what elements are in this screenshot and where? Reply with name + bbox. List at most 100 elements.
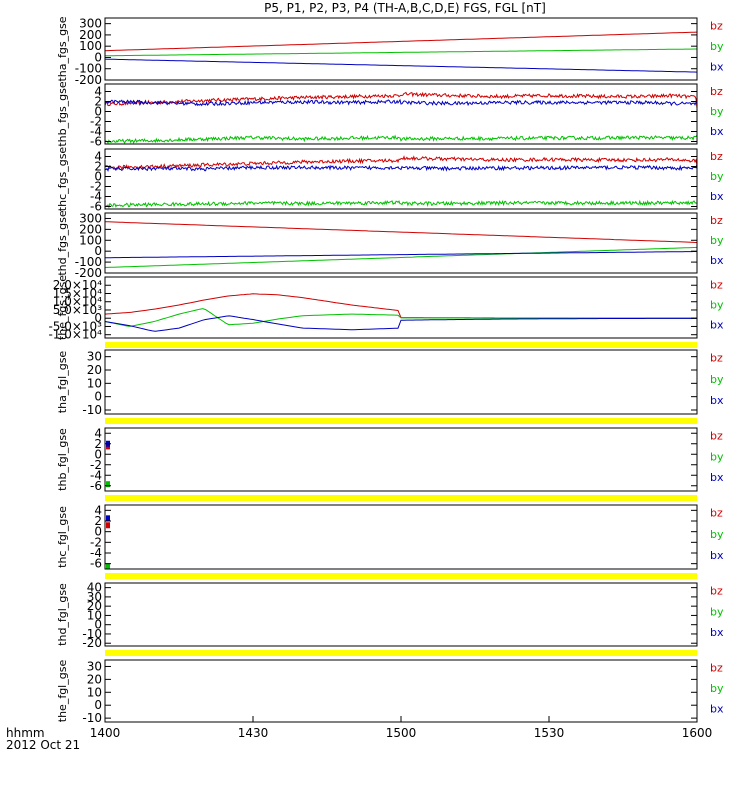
legend-label-bz: bz [710,585,723,598]
data-flag-bar [105,342,697,348]
ytick-label: 0 [94,311,102,325]
panel-frame [104,83,698,145]
series-line-bz [104,293,698,319]
ytick-label: 1.0×10⁴ [53,295,102,309]
legend-label-bx: bx [710,190,724,203]
ytick-label: 200 [79,28,102,42]
legend-label-by: by [710,170,724,183]
ytick-label: 0 [94,390,102,404]
ylabel: the_fgs_gse [56,275,69,340]
ytick-label: 300 [79,211,102,225]
ytick-label: 0 [94,105,102,119]
series-line-bx [105,251,697,259]
ytick-label: 2 [94,514,102,528]
panel-frame [104,276,698,339]
ytick-label: 0 [94,244,102,258]
series-line-by [104,246,698,268]
time-axis-label-hhmm: hhmm [6,726,45,740]
legend-label-bz: bz [710,214,723,227]
series-line-by [104,199,698,209]
legend-label-bz: bz [710,19,723,32]
ytick-label: -200 [75,266,102,280]
ytick-label: -10 [82,403,102,417]
legend-label-by: by [710,373,724,386]
series-line-bz [104,91,698,109]
ytick-label: 0 [94,698,102,712]
legend-label-bz: bz [710,661,723,674]
panel-frame [104,504,698,570]
data-flag-bar [105,495,697,501]
ytick-label: -5.0×10³ [48,319,102,333]
legend-label-bz: bz [710,352,723,365]
ytick-label: 100 [79,233,102,247]
ytick-label: -6 [90,557,102,571]
ytick-label: 0 [94,50,102,64]
ytick-label: 1.5×10⁴ [53,286,102,300]
ytick-label: 0 [94,170,102,184]
ytick-label: 4 [94,150,102,164]
ytick-label: 0 [94,525,102,539]
ytick-label: 20 [87,599,102,613]
ytick-label: 200 [79,222,102,236]
panel-frame [104,212,698,274]
ylabel: thc_fgl_gse [56,506,69,568]
series-line-bz [104,31,698,52]
panel-thb_fgl_gse: 420-2-4-6 thb_fgl_gse bz by bx [56,426,724,501]
panel-the_fgs_gse: 2.0×10⁴1.5×10⁴1.0×10⁴5.0×10³0-5.0×10³-1.… [48,275,724,348]
ylabel: thd_fgl_gse [56,583,69,646]
ytick-label: 30 [87,659,102,673]
legend-label-bz: bz [710,278,723,291]
legend-label-by: by [710,682,724,695]
ytick-label: -6 [90,135,102,149]
series-line-by [104,48,697,57]
series-line-by [104,134,698,144]
series-line-bx [104,163,698,172]
data-flag-bar [105,418,697,424]
data-point-by [106,563,110,570]
ytick-label: 100 [79,39,102,53]
ytick-label: 2 [94,95,102,109]
ytick-label: -20 [82,636,102,650]
ytick-label: 0 [94,618,102,632]
legend-label-bx: bx [710,60,724,73]
ylabel: thb_fgs_gse [56,81,69,147]
ytick-label: 20 [87,672,102,686]
ytick-label: -200 [75,73,102,87]
ytick-label: -10 [82,627,102,641]
ylabel: tha_fgl_gse [56,351,69,414]
ytick-label: 30 [87,590,102,604]
ylabel: the_fgl_gse [56,660,69,723]
series-line-bx [104,98,698,107]
legend-label-bx: bx [710,702,724,715]
ytick-label: 30 [87,350,102,364]
legend-label-bz: bz [710,85,723,98]
panel-frame [104,659,698,723]
legend-label-bx: bx [710,394,724,407]
series-line-bz [104,155,698,170]
panel-thc_fgs_gse: 420-2-4-6 thc_fgs_gse bz by bx [56,147,724,214]
ylabel: thc_fgs_gse [56,147,69,212]
ytick-label: 4 [94,85,102,99]
legend-label-bx: bx [710,549,724,562]
ytick-label: 4 [94,426,102,440]
ytick-label: -2 [90,458,102,472]
ytick-label: 10 [87,685,102,699]
ylabel: thd_fgs_gse [56,210,69,276]
legend-label-by: by [710,605,724,618]
ytick-label: 0 [94,447,102,461]
xtick-label: 1400 [90,726,121,740]
legend-label-bz: bz [710,430,723,443]
legend-label-by: by [710,450,724,463]
legend-label-bx: bx [710,254,724,267]
ytick-label: 300 [79,17,102,31]
ytick-label: -4 [90,468,102,482]
series-line-bz [104,221,698,243]
ytick-label: 20 [87,363,102,377]
ytick-label: -10 [82,711,102,725]
